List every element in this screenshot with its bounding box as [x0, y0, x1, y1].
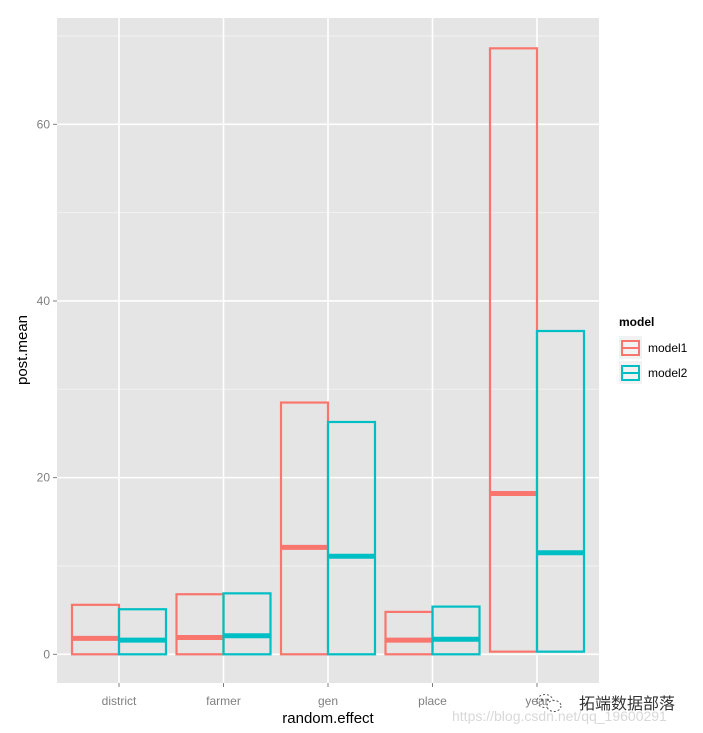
legend-title: model	[619, 315, 654, 329]
legend-label-model1: model1	[648, 341, 688, 355]
y-axis: 0 20 40 60	[37, 117, 57, 661]
crossbars	[70, 47, 586, 656]
x-tick-label: year	[525, 694, 548, 708]
watermark-url: https://blog.csdn.net/qq_19600291	[452, 708, 667, 724]
crossbar-model2-place	[431, 605, 481, 656]
crossbar-model2-year	[535, 329, 586, 653]
crossbar-model2-gen	[326, 420, 377, 656]
y-tick-label: 20	[37, 471, 51, 485]
x-tick-label: district	[102, 694, 137, 708]
y-axis-title: post.mean	[14, 315, 31, 385]
x-axis-title: random.effect	[282, 710, 374, 727]
crossbar-model2-farmer	[222, 592, 272, 656]
x-tick-label: farmer	[206, 694, 241, 708]
legend-item-model2: model2	[619, 361, 688, 384]
y-tick-label: 40	[37, 294, 51, 308]
x-tick-label: place	[418, 694, 447, 708]
watermark: 拓端数据部落 https://blog.csdn.net/qq_19600291	[452, 694, 675, 724]
legend: model model1 model2	[619, 315, 688, 384]
watermark-brand: 拓端数据部落	[579, 694, 675, 713]
legend-item-model1: model1	[619, 336, 688, 359]
x-tick-label: gen	[318, 694, 338, 708]
legend-label-model2: model2	[648, 366, 688, 380]
y-tick-label: 0	[43, 647, 50, 661]
x-axis: district farmer gen place year	[102, 683, 549, 708]
wechat-icon	[536, 694, 562, 712]
y-tick-label: 60	[37, 117, 51, 131]
crossbar-model2-district	[117, 608, 168, 656]
